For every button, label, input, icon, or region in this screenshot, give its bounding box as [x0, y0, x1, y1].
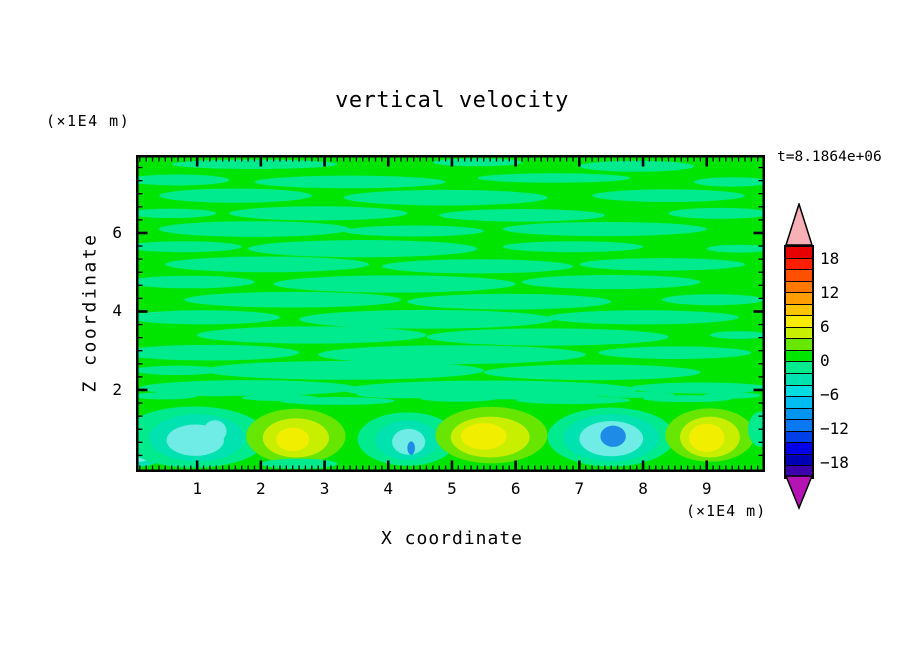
colorbar-segment-15 [786, 419, 812, 431]
colorbar-segment-11 [786, 373, 812, 385]
colorbar-label-18: 18 [820, 249, 840, 269]
contour-plot-svg [136, 155, 765, 472]
x-tick-label-8: 8 [638, 479, 648, 498]
plot-frame [136, 155, 765, 472]
colorbar [784, 245, 814, 479]
contour-plot-area [136, 155, 765, 472]
colorbar-label--18: −18 [820, 452, 849, 472]
x-tick-label-9: 9 [701, 479, 712, 498]
x-tick-label-7: 7 [574, 479, 585, 498]
x-tick-label-2: 2 [256, 479, 266, 498]
colorbar-segment-6 [786, 315, 812, 327]
colorbar-segment-1 [786, 257, 812, 270]
colorbar-segment-13 [786, 396, 812, 408]
x-tick-label-6: 6 [510, 479, 521, 498]
colorbar-segment-16 [786, 430, 812, 443]
colorbar-segment-9 [786, 349, 812, 362]
x-tick-label-1: 1 [192, 479, 202, 498]
x-tick-label-5: 5 [447, 479, 457, 498]
y-tick-label-6: 6 [112, 222, 122, 242]
colorbar-label-0: 0 [820, 351, 830, 370]
axis-ticks [138, 157, 763, 470]
colorbar-label-12: 12 [820, 283, 840, 303]
colorbar-segment-18 [786, 453, 812, 466]
colorbar-segment-2 [786, 269, 812, 281]
time-annotation: t=8.1864e+06 [777, 149, 882, 165]
colorbar-segment-4 [786, 292, 812, 304]
colorbar-over-arrow [784, 203, 814, 246]
colorbar-segment-5 [786, 303, 812, 316]
x-tick-label-3: 3 [319, 479, 330, 498]
y-tick-label-4: 4 [112, 301, 122, 321]
velocity-field [136, 155, 765, 472]
page-title: vertical velocity [335, 88, 569, 113]
colorbar-segment-3 [786, 280, 812, 293]
x-axis-unit-label: (×1E4 m) [686, 502, 767, 520]
colorbar-segment-12 [786, 384, 812, 397]
y-tick-label-2: 2 [112, 379, 122, 399]
colorbar-segment-0 [786, 247, 812, 258]
colorbar-label--12: −12 [820, 418, 849, 438]
colorbar-label--6: −6 [820, 384, 840, 404]
y-axis-unit-label: (×1E4 m) [46, 112, 131, 130]
colorbar-segment-7 [786, 326, 812, 339]
x-axis-title: X coordinate [380, 528, 524, 549]
x-tick-label-4: 4 [383, 479, 394, 498]
colorbar-segment-14 [786, 407, 812, 420]
colorbar-segment-10 [786, 361, 812, 374]
colorbar-under-arrow [784, 475, 814, 510]
colorbar-label-6: 6 [820, 317, 830, 337]
colorbar-segment-17 [786, 442, 812, 454]
colorbar-segment-8 [786, 338, 812, 350]
colorbar-segment-19 [786, 465, 812, 477]
